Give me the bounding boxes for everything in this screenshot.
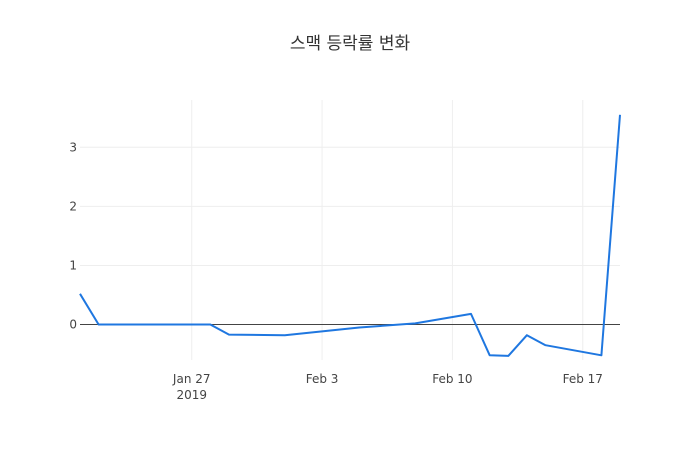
data-point	[489, 354, 491, 356]
data-point	[209, 324, 211, 326]
data-point	[619, 114, 621, 116]
data-point	[358, 327, 360, 329]
series-line-0	[79, 114, 621, 357]
series-layer	[79, 114, 621, 357]
y-tick-label: 2	[69, 199, 77, 213]
data-point	[79, 293, 81, 295]
x-tick-label: Feb 10	[432, 372, 472, 386]
x-tick-label: Jan 27	[172, 372, 211, 386]
data-point	[228, 334, 230, 336]
data-point	[98, 324, 100, 326]
data-point	[507, 355, 509, 357]
y-tick-label: 0	[69, 318, 77, 332]
x-tick-label: Feb 17	[563, 372, 603, 386]
y-tick-label: 1	[69, 258, 77, 272]
axis-layer: Jan 27 2019 Feb 3 Feb 10 Feb 17 0 1 2 3	[69, 140, 603, 402]
data-point	[600, 354, 602, 356]
data-point	[284, 334, 286, 336]
data-point	[414, 322, 416, 324]
chart-title: 스맥 등락률 변화	[290, 34, 411, 54]
y-tick-label: 3	[69, 140, 77, 154]
x-tick-sublabel: 2019	[176, 388, 207, 402]
x-tick-label: Feb 3	[306, 372, 339, 386]
data-point	[545, 344, 547, 346]
data-point	[526, 334, 528, 336]
grid-layer	[80, 100, 620, 360]
data-point	[470, 313, 472, 315]
